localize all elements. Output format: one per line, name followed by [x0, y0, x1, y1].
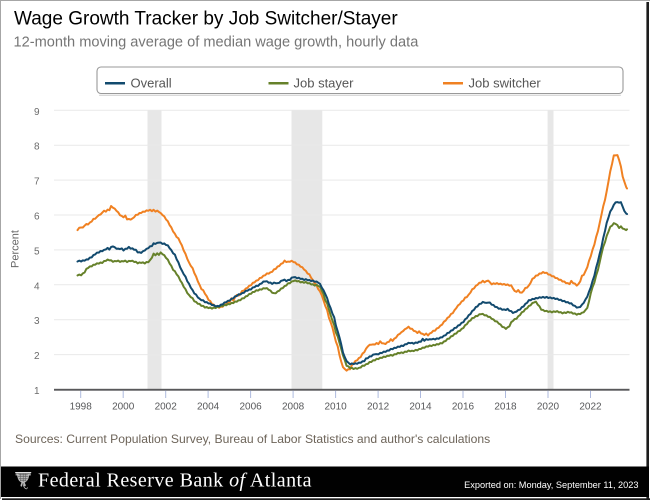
- svg-text:2010: 2010: [324, 402, 347, 413]
- svg-text:5: 5: [34, 246, 40, 257]
- svg-text:2002: 2002: [155, 402, 178, 413]
- svg-text:8: 8: [34, 142, 40, 153]
- svg-text:3: 3: [34, 316, 40, 327]
- svg-text:1998: 1998: [70, 402, 93, 413]
- svg-text:1: 1: [34, 386, 40, 397]
- svg-text:9: 9: [34, 107, 40, 118]
- svg-text:Exported on: Monday, September: Exported on: Monday, September 11, 2023: [464, 480, 638, 490]
- svg-text:2016: 2016: [452, 402, 475, 413]
- svg-text:2018: 2018: [494, 402, 517, 413]
- svg-text:Job switcher: Job switcher: [469, 76, 542, 91]
- svg-text:2000: 2000: [112, 402, 135, 413]
- svg-text:Sources: Current Population Su: Sources: Current Population Survey, Bure…: [15, 432, 490, 446]
- svg-text:2006: 2006: [239, 402, 262, 413]
- svg-text:Percent: Percent: [10, 230, 22, 268]
- svg-text:6: 6: [34, 212, 40, 223]
- svg-text:2012: 2012: [367, 402, 390, 413]
- svg-text:2004: 2004: [197, 402, 220, 413]
- svg-text:2022: 2022: [579, 402, 602, 413]
- svg-text:12-month moving average of med: 12-month moving average of median wage g…: [14, 35, 420, 51]
- svg-text:4: 4: [34, 281, 40, 292]
- svg-text:Overall: Overall: [131, 76, 172, 91]
- svg-text:Wage Growth Tracker by Job Swi: Wage Growth Tracker by Job Switcher/Stay…: [14, 8, 398, 29]
- svg-text:2008: 2008: [282, 402, 305, 413]
- svg-text:2: 2: [34, 351, 40, 362]
- svg-text:2020: 2020: [537, 402, 560, 413]
- svg-text:2014: 2014: [409, 402, 432, 413]
- svg-text:Federal Reserve Bank of Atlant: Federal Reserve Bank of Atlanta: [38, 470, 312, 492]
- svg-text:Job stayer: Job stayer: [294, 76, 355, 91]
- svg-text:7: 7: [34, 177, 40, 188]
